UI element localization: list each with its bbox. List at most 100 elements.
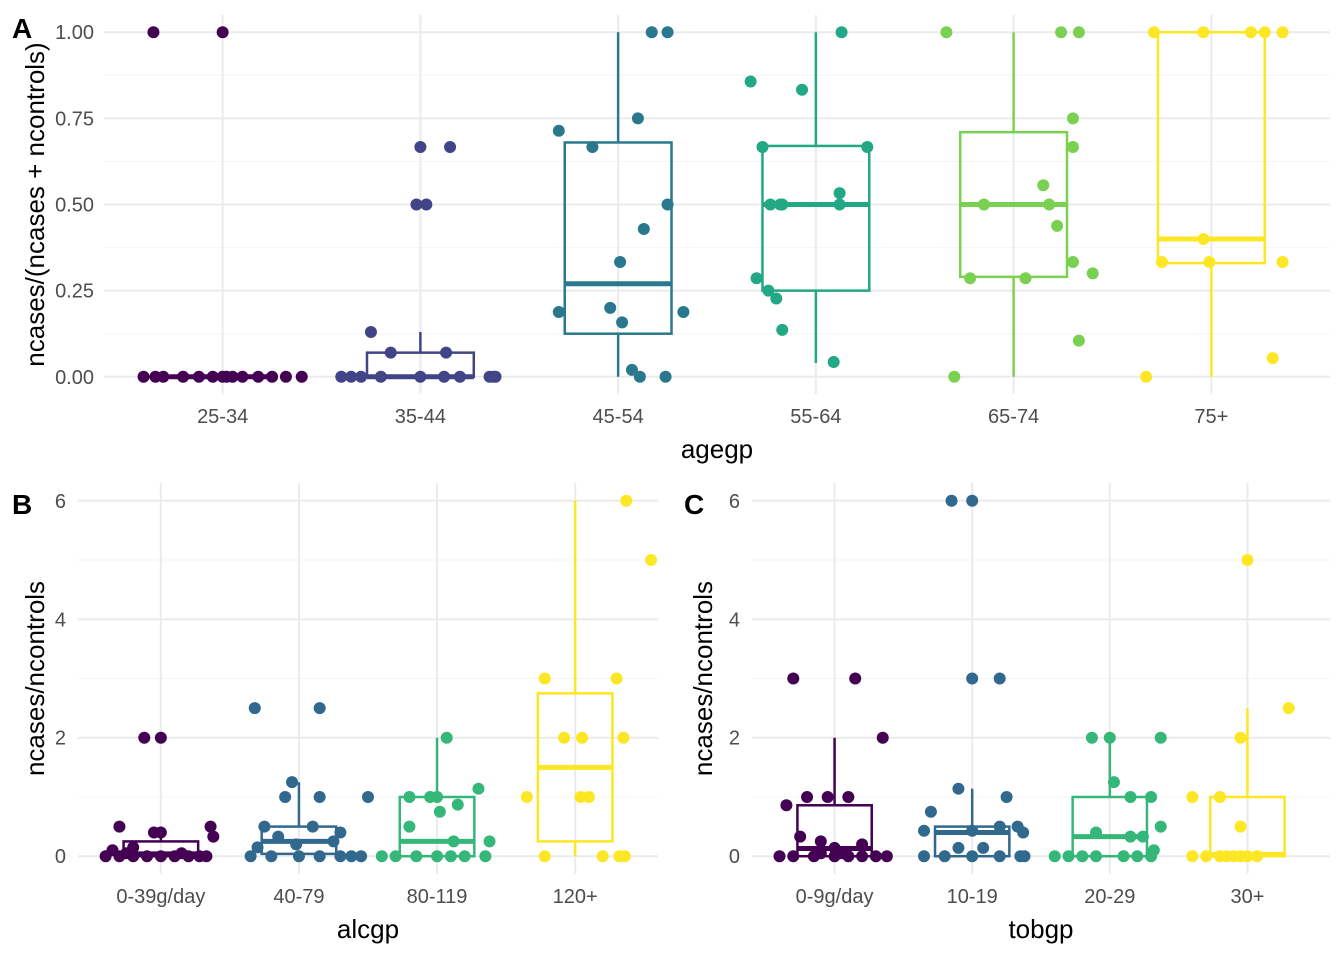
x-axis-title: tobgp (1008, 914, 1073, 944)
data-point (410, 198, 423, 211)
data-point (773, 850, 786, 863)
data-point (835, 26, 848, 39)
data-point (1072, 26, 1085, 39)
data-point (1203, 256, 1216, 269)
data-point (440, 346, 453, 359)
data-point (940, 26, 953, 39)
data-point (1048, 850, 1061, 863)
data-point (403, 790, 416, 803)
data-point (420, 198, 433, 211)
data-point (252, 370, 265, 383)
y-axis-title: ncases/(ncases + ncontrols) (20, 42, 50, 366)
data-point (1124, 790, 1137, 803)
data-point (147, 26, 160, 39)
data-point (966, 850, 979, 863)
data-point (576, 731, 589, 744)
data-point (1155, 256, 1168, 269)
y-tick-label: 0.00 (55, 367, 94, 389)
data-point (1276, 26, 1289, 39)
data-point (453, 370, 466, 383)
data-point (375, 850, 388, 863)
data-point (835, 847, 848, 860)
y-axis-title: ncases/ncontrols (20, 581, 50, 776)
box (761, 144, 871, 292)
x-tick-label: 80-119 (407, 886, 468, 908)
data-point (796, 83, 809, 96)
panel-b: 0 2 4 6 0-39g/day 40-79 80-119 120+ alcgp ncases/… (12, 483, 658, 944)
data-point (661, 26, 674, 39)
data-point (1117, 850, 1130, 863)
data-point (744, 75, 757, 88)
data-point (993, 672, 1006, 685)
data-point (625, 363, 638, 376)
data-point (327, 835, 340, 848)
x-tick-label: 75+ (1194, 406, 1228, 428)
data-point (313, 850, 326, 863)
data-point (842, 790, 855, 803)
data-point (431, 790, 444, 803)
x-tick-label: 0-39g/day (116, 886, 205, 908)
data-point (451, 798, 464, 811)
data-point (764, 198, 777, 211)
data-point (431, 850, 444, 863)
data-point (251, 841, 264, 854)
data-point (290, 838, 303, 851)
x-axis-title: agegp (681, 434, 753, 464)
data-point (538, 850, 551, 863)
data-point (364, 325, 377, 338)
data-point (924, 805, 937, 818)
data-point (1043, 198, 1056, 211)
box (1071, 795, 1149, 858)
data-point (306, 820, 319, 833)
data-point (113, 820, 126, 833)
data-point (787, 850, 800, 863)
data-point (206, 370, 219, 383)
data-point (334, 826, 347, 839)
data-point (861, 140, 874, 153)
data-point (1051, 219, 1064, 232)
data-point (1148, 26, 1161, 39)
data-point (200, 850, 213, 863)
data-point (265, 850, 278, 863)
data-point (558, 731, 571, 744)
data-point (977, 198, 990, 211)
data-point (204, 820, 217, 833)
x-tick-label: 10-19 (947, 886, 998, 908)
data-point (966, 672, 979, 685)
data-point (780, 799, 793, 812)
data-point (1197, 232, 1210, 245)
data-point (138, 731, 151, 744)
data-point (1154, 820, 1167, 833)
data-point (244, 850, 257, 863)
data-point (389, 850, 402, 863)
panel-tag: A (12, 13, 32, 44)
data-point (479, 850, 492, 863)
data-point (286, 776, 299, 789)
data-point (1131, 850, 1144, 863)
data-point (750, 272, 763, 285)
data-point (258, 820, 271, 833)
data-point (1136, 830, 1149, 843)
data-point (620, 494, 633, 507)
data-point (1019, 272, 1032, 285)
data-point (1154, 731, 1167, 744)
data-point (814, 847, 827, 860)
data-point (614, 256, 627, 269)
data-point (1066, 256, 1079, 269)
data-point (520, 790, 533, 803)
data-point (1103, 731, 1116, 744)
data-point (1266, 352, 1279, 365)
data-point (833, 198, 846, 211)
x-tick-label: 45-54 (593, 406, 644, 428)
data-point (154, 850, 167, 863)
x-tick-label: 40-79 (273, 886, 324, 908)
data-point (1085, 731, 1098, 744)
data-point (313, 702, 326, 715)
data-point (945, 494, 958, 507)
panel-a: 0.00 0.25 0.50 0.75 1.00 25-34 35-44 45-54 55-64… (12, 13, 1330, 464)
data-point (762, 284, 775, 297)
data-point (175, 847, 188, 860)
data-point (207, 830, 220, 843)
data-point (483, 835, 496, 848)
data-point (1213, 790, 1226, 803)
